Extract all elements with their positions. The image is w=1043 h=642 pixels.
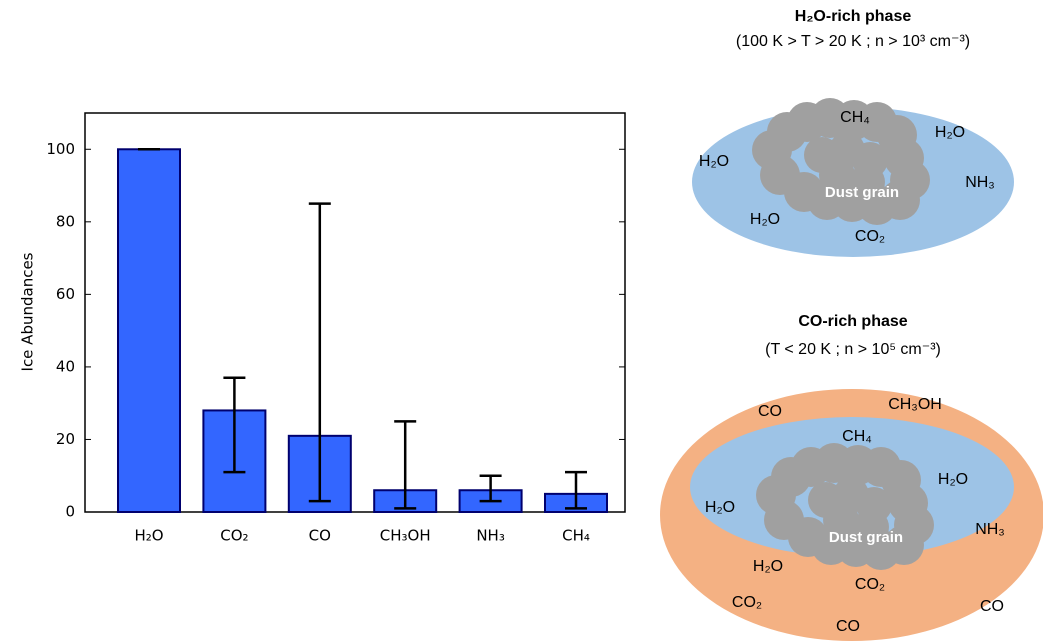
y-tick-label: 80 bbox=[56, 212, 75, 230]
molecule-label: H₂O bbox=[753, 558, 783, 575]
y-tick-label: 60 bbox=[56, 285, 75, 303]
x-tick-label: CH₃OH bbox=[380, 527, 431, 545]
molecule-label: CH₄ bbox=[840, 109, 870, 126]
bar-chart: Ice Abundances 0 20 40 60 80 100 H₂O CO₂ CO CH₃OH… bbox=[19, 113, 626, 545]
y-tick-label: 20 bbox=[56, 430, 75, 448]
core-label: Dust grain bbox=[825, 184, 899, 201]
phase-title: CO-rich phase bbox=[798, 313, 907, 330]
x-tick-label: H₂O bbox=[134, 527, 163, 545]
phase-conditions: (100 K > T > 20 K ; n > 10³ cm⁻³) bbox=[736, 33, 970, 50]
molecule-label: CH₃OH bbox=[888, 396, 942, 413]
molecule-label: CO bbox=[980, 598, 1004, 615]
molecule-label: CO bbox=[758, 403, 782, 420]
bar bbox=[118, 149, 180, 512]
molecule-label: H₂O bbox=[705, 499, 735, 516]
core-label: Dust grain bbox=[829, 529, 903, 546]
y-tick-label: 100 bbox=[46, 140, 75, 158]
x-tick-label: CH₄ bbox=[562, 527, 590, 545]
molecule-label: CO₂ bbox=[732, 594, 762, 611]
molecule-label: NH₃ bbox=[965, 174, 995, 191]
molecule-label: NH₃ bbox=[975, 521, 1005, 538]
phase-conditions: (T < 20 K ; n > 10⁵ cm⁻³) bbox=[765, 341, 941, 358]
molecule-label: CO bbox=[836, 618, 860, 635]
molecule-label: CO₂ bbox=[855, 576, 885, 593]
molecule-label: CO₂ bbox=[855, 228, 885, 245]
y-tick-label: 40 bbox=[56, 357, 75, 375]
ice-phase-diagram: H₂O-rich phase (100 K > T > 20 K ; n > 10… bbox=[660, 8, 1043, 641]
x-tick-label: NH₃ bbox=[476, 527, 505, 545]
molecule-label: H₂O bbox=[938, 471, 968, 488]
molecule-label: H₂O bbox=[935, 124, 965, 141]
x-tick-label: CO bbox=[309, 527, 331, 545]
x-tick-label: CO₂ bbox=[220, 527, 248, 545]
molecule-label: CH₄ bbox=[842, 428, 872, 445]
molecule-label: H₂O bbox=[750, 211, 780, 228]
molecule-label: H₂O bbox=[699, 153, 729, 170]
figure: Ice Abundances 0 20 40 60 80 100 H₂O CO₂ CO CH₃OH… bbox=[0, 0, 1043, 642]
phase-title: H₂O-rich phase bbox=[795, 8, 912, 25]
y-axis-label: Ice Abundances bbox=[19, 252, 37, 371]
y-tick-label: 0 bbox=[65, 503, 75, 521]
